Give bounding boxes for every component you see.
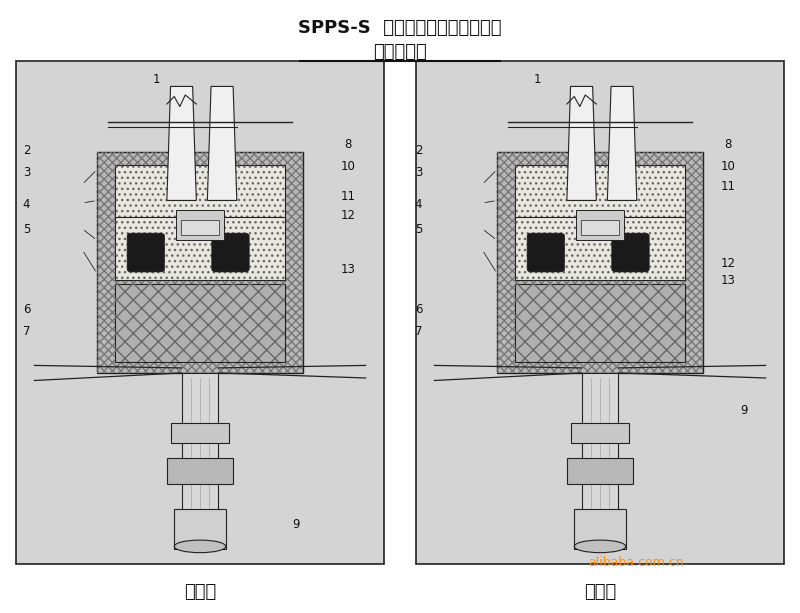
Text: 9: 9 [292,517,300,531]
Bar [497,152,703,373]
Bar [176,210,224,240]
Text: 10: 10 [721,160,735,173]
Text: 12: 12 [341,209,355,223]
Text: 13: 13 [721,273,735,287]
Text: 11: 11 [721,180,735,194]
Bar [515,165,685,280]
Text: 4: 4 [22,197,30,211]
FancyBboxPatch shape [127,233,165,272]
Bar [515,284,685,362]
Bar [182,373,218,549]
Text: 10: 10 [341,160,355,173]
Text: 1: 1 [152,73,160,86]
Text: 2: 2 [414,143,422,157]
Text: 7: 7 [22,324,30,338]
Bar [115,165,285,280]
Bar [115,284,285,362]
Polygon shape [167,86,196,200]
Bar [115,284,285,362]
FancyBboxPatch shape [527,233,565,272]
Ellipse shape [574,540,626,553]
Bar [582,373,618,549]
Text: 9: 9 [740,404,748,417]
Bar [515,165,685,280]
Polygon shape [207,86,237,200]
Text: 6: 6 [22,303,30,316]
Bar [16,61,384,564]
Bar [576,210,624,240]
Text: 6: 6 [414,303,422,316]
Bar [497,152,703,373]
Bar [97,152,303,373]
Bar [115,165,285,280]
Bar [574,509,626,549]
Text: 3: 3 [414,166,422,180]
Polygon shape [567,86,596,200]
Text: 12: 12 [721,257,735,270]
Text: 5: 5 [22,223,30,237]
Bar [581,220,619,235]
Bar [181,220,219,235]
Text: 13: 13 [341,263,355,276]
Bar [416,61,784,564]
Text: 7: 7 [414,324,422,338]
Polygon shape [607,86,637,200]
Text: 5: 5 [414,223,422,237]
Text: 8: 8 [724,137,732,151]
Text: alibaba.com.cn: alibaba.com.cn [588,555,684,569]
Bar [167,459,233,484]
Bar [174,509,226,549]
Bar [567,459,633,484]
Text: 8: 8 [344,137,352,151]
Text: 结构示意图: 结构示意图 [373,43,427,61]
Bar [515,284,685,362]
Text: SPPS-S  系列自动复位压力控制器: SPPS-S 系列自动复位压力控制器 [298,18,502,37]
Text: 常闭型: 常闭型 [584,582,616,601]
Text: 4: 4 [414,197,422,211]
Text: 11: 11 [341,189,355,203]
Text: 2: 2 [22,143,30,157]
Ellipse shape [174,540,226,553]
Bar [170,423,230,443]
Bar [570,423,630,443]
Bar [97,152,303,373]
Text: 3: 3 [22,166,30,180]
Text: 常开型: 常开型 [184,582,216,601]
Text: 1: 1 [534,73,542,86]
FancyBboxPatch shape [212,233,249,272]
FancyBboxPatch shape [612,233,649,272]
